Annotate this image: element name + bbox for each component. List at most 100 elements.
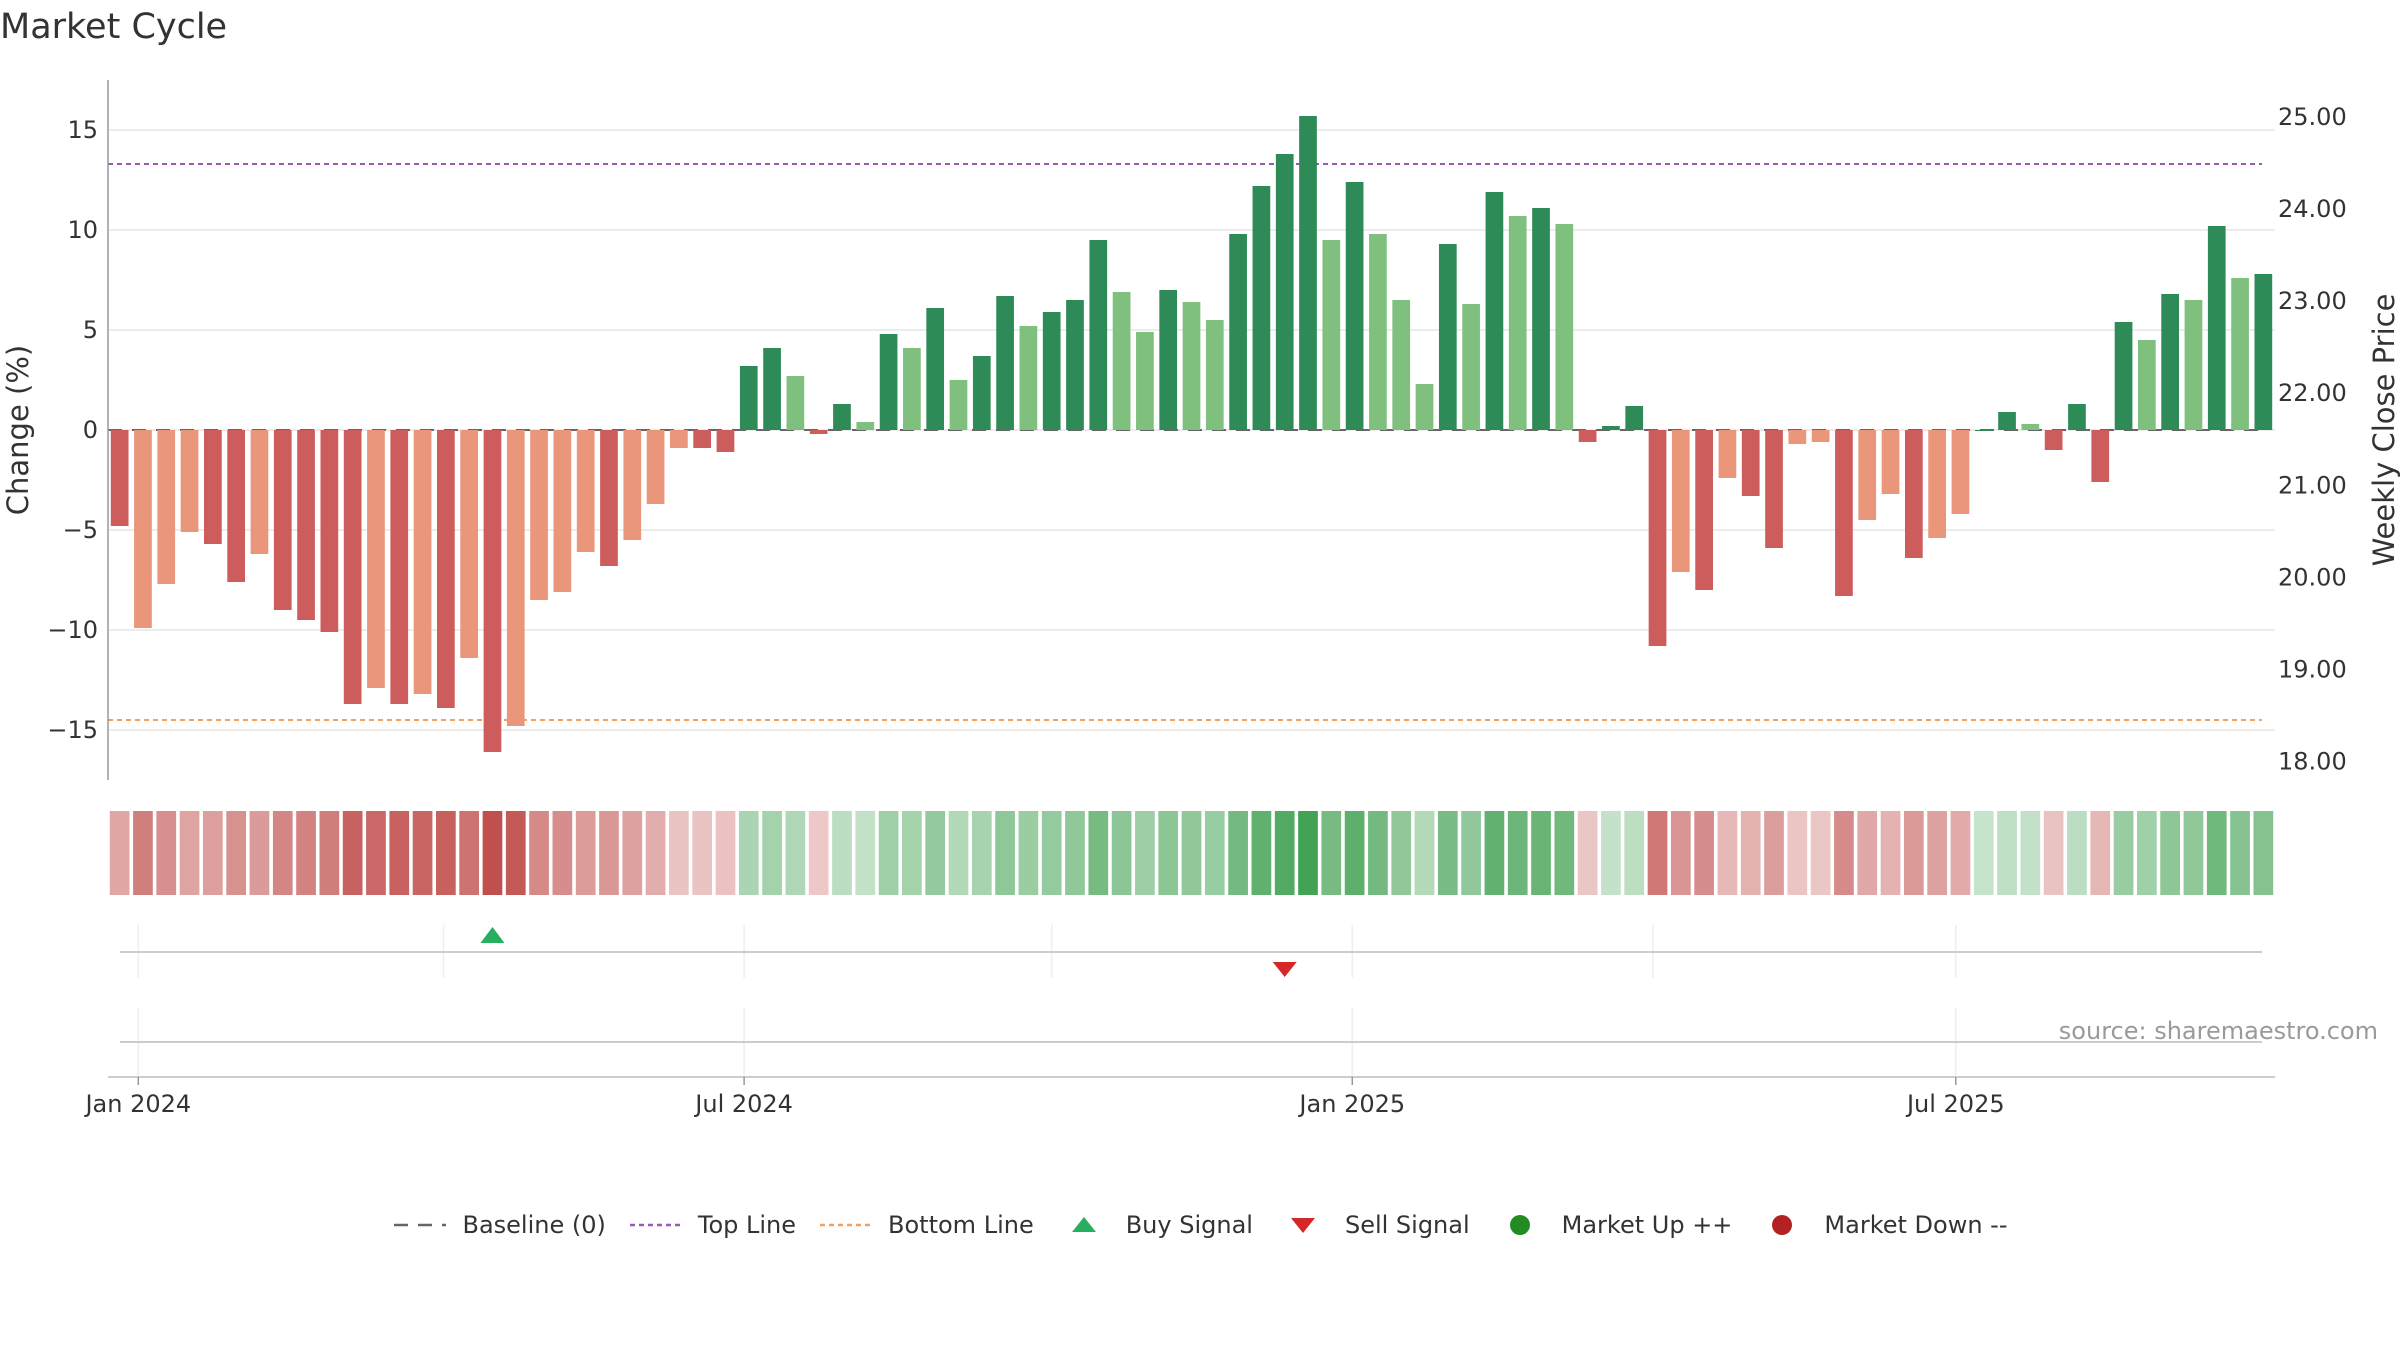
bar bbox=[996, 296, 1014, 430]
bar bbox=[1089, 240, 1108, 430]
bar bbox=[1625, 406, 1644, 430]
heat-cell bbox=[1554, 811, 1575, 895]
bar bbox=[1578, 430, 1597, 442]
legend-swatch bbox=[1290, 1218, 1315, 1233]
heat-cell bbox=[1997, 811, 2017, 895]
bar bbox=[2044, 430, 2063, 450]
bar bbox=[1998, 412, 2016, 430]
heat-cell bbox=[226, 811, 247, 895]
y-tick-label: 15 bbox=[67, 116, 98, 144]
bar bbox=[739, 366, 758, 430]
heat-cell bbox=[2113, 811, 2134, 895]
heat-cell bbox=[1414, 811, 1435, 895]
bar bbox=[1532, 208, 1550, 430]
bar bbox=[2021, 424, 2040, 430]
bar bbox=[1136, 332, 1154, 430]
bar bbox=[250, 430, 269, 554]
heat-cell bbox=[1181, 811, 1202, 895]
heat-cell bbox=[1717, 811, 1738, 895]
legend-item: Baseline (0) bbox=[392, 1211, 606, 1239]
bar bbox=[1765, 430, 1783, 548]
legend-item: Bottom Line bbox=[818, 1211, 1034, 1239]
bar bbox=[530, 430, 548, 600]
bar bbox=[646, 430, 665, 504]
bar bbox=[2137, 340, 2156, 430]
heat-cell bbox=[832, 811, 852, 895]
bar bbox=[1835, 430, 1853, 596]
bar bbox=[1904, 430, 1923, 558]
heat-cell bbox=[296, 811, 316, 895]
sell-signal-marker bbox=[1272, 962, 1297, 977]
heat-cell bbox=[1065, 811, 1085, 895]
bar-series bbox=[110, 116, 2273, 752]
legend-label: Bottom Line bbox=[888, 1211, 1034, 1239]
bar bbox=[1112, 292, 1131, 430]
heat-cell bbox=[179, 811, 200, 895]
heat-cell bbox=[109, 811, 130, 895]
bar bbox=[1182, 302, 1201, 430]
bar bbox=[1671, 430, 1690, 572]
y-tick-label: −10 bbox=[47, 616, 98, 644]
x-tick-label: Jan 2024 bbox=[83, 1090, 191, 1118]
y2-axis-label: Weekly Close Price bbox=[2367, 294, 2400, 567]
x-tick-label: Jan 2025 bbox=[1297, 1090, 1405, 1118]
bar bbox=[763, 348, 781, 430]
bar bbox=[2207, 226, 2226, 430]
heat-cell bbox=[1298, 811, 1318, 895]
heat-cell bbox=[1764, 811, 1784, 895]
legend-item: Buy Signal bbox=[1056, 1211, 1253, 1239]
signal-panel bbox=[108, 925, 2275, 1078]
heat-cell bbox=[412, 811, 433, 895]
bar bbox=[856, 422, 875, 430]
heat-cell bbox=[948, 811, 969, 895]
y-axis-label: Change (%) bbox=[1, 345, 35, 515]
y2-tick-label: 18.00 bbox=[2278, 748, 2347, 776]
heat-cell bbox=[1670, 811, 1691, 895]
heat-cell bbox=[505, 811, 526, 895]
bar bbox=[2184, 300, 2203, 430]
heat-cell bbox=[1111, 811, 1132, 895]
heat-cell bbox=[1135, 811, 1155, 895]
legend-label: Top Line bbox=[697, 1211, 797, 1239]
bar bbox=[157, 430, 176, 584]
heat-cell bbox=[203, 811, 223, 895]
bar bbox=[1858, 430, 1877, 520]
y2-tick-label: 25.00 bbox=[2278, 103, 2347, 131]
heat-cell bbox=[459, 811, 480, 895]
heat-cell bbox=[1787, 811, 1808, 895]
y2-tick-label: 19.00 bbox=[2278, 655, 2347, 683]
heat-cell bbox=[1857, 811, 1878, 895]
heat-cell bbox=[366, 811, 386, 895]
bar bbox=[1042, 312, 1061, 430]
legend-label: Market Down -- bbox=[1824, 1211, 2008, 1239]
legend-swatch bbox=[1509, 1215, 1530, 1235]
bar bbox=[903, 348, 921, 430]
x-tick-label: Jul 2024 bbox=[693, 1090, 793, 1118]
heat-cell bbox=[1274, 811, 1295, 895]
heat-cell bbox=[2206, 811, 2227, 895]
bar bbox=[1928, 430, 1946, 538]
bar bbox=[553, 430, 572, 592]
heat-cell bbox=[1950, 811, 1971, 895]
bar bbox=[460, 430, 479, 658]
bar bbox=[1159, 290, 1178, 430]
heat-cell bbox=[1740, 811, 1761, 895]
bar bbox=[320, 430, 339, 632]
bar bbox=[600, 430, 618, 566]
heat-cell bbox=[1041, 811, 1062, 895]
heat-cell bbox=[762, 811, 782, 895]
heat-cell bbox=[622, 811, 643, 895]
bar bbox=[949, 380, 968, 430]
y2-tick-label: 20.00 bbox=[2278, 563, 2347, 591]
heat-cell bbox=[738, 811, 759, 895]
bar bbox=[390, 430, 409, 704]
heat-cell bbox=[1601, 811, 1621, 895]
heat-cell bbox=[1228, 811, 1248, 895]
heat-cell bbox=[156, 811, 177, 895]
bar bbox=[1788, 430, 1807, 444]
dotted-line-icon bbox=[820, 1223, 873, 1227]
bar bbox=[1811, 430, 1830, 442]
bar bbox=[1602, 426, 1620, 430]
heat-cell bbox=[1368, 811, 1388, 895]
y2-tick-label: 24.00 bbox=[2278, 195, 2347, 223]
